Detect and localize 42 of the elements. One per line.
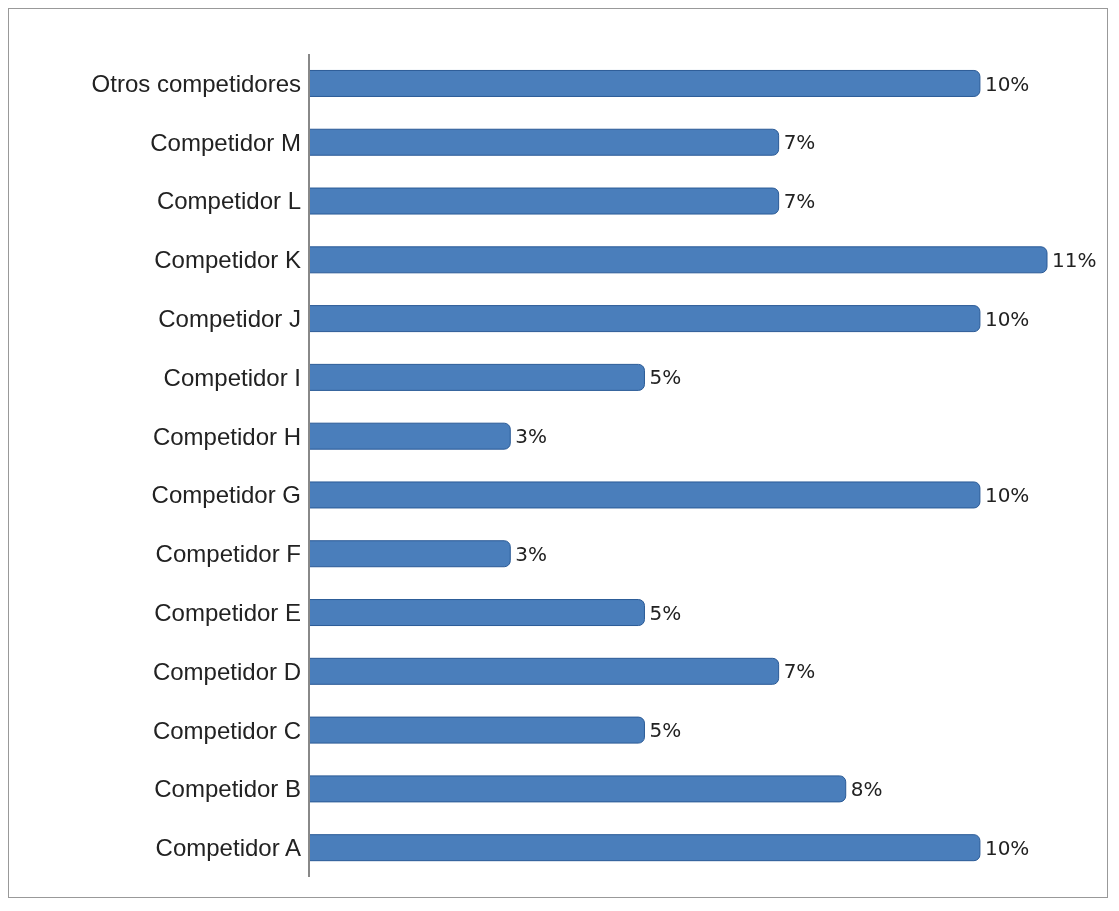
y-tick-label: Competidor C: [152, 716, 301, 744]
bar: [308, 187, 780, 215]
data-label: 3%: [515, 424, 548, 449]
bar: [308, 834, 981, 862]
bar: [308, 305, 981, 333]
bar: [308, 540, 511, 568]
bar: [308, 481, 981, 509]
data-label: 11%: [1052, 247, 1097, 272]
data-label: 10%: [984, 71, 1030, 96]
bar: [308, 363, 645, 391]
data-label: 10%: [984, 835, 1030, 860]
bar: [308, 69, 981, 97]
y-tick-label: Competidor B: [154, 775, 301, 803]
bar: [308, 716, 645, 744]
bar: [308, 657, 780, 685]
data-label: 5%: [649, 365, 682, 390]
bar: [308, 422, 511, 450]
y-tick-label: Competidor H: [152, 422, 301, 450]
data-label: 5%: [649, 718, 682, 743]
data-label: 7%: [783, 659, 816, 684]
y-tick-label: Competidor F: [155, 540, 301, 568]
y-tick-label: Competidor A: [155, 834, 301, 862]
data-label: 7%: [783, 189, 816, 214]
y-tick-label: Competidor M: [150, 128, 301, 156]
bar: [308, 599, 645, 627]
y-tick-label: Competidor E: [154, 598, 301, 626]
y-tick-label: Competidor D: [152, 657, 301, 685]
data-label: 7%: [783, 130, 816, 155]
bar: [308, 128, 780, 156]
bar: [308, 246, 1048, 274]
data-label: 10%: [984, 483, 1030, 508]
data-label: 5%: [649, 600, 682, 625]
y-tick-label: Competidor I: [163, 363, 301, 391]
y-tick-label: Competidor J: [158, 305, 301, 333]
y-tick-label: Otros competidores: [91, 69, 301, 97]
y-tick-label: Competidor K: [154, 246, 301, 274]
y-tick-label: Competidor L: [156, 187, 301, 215]
data-label: 3%: [515, 541, 548, 566]
bar: [308, 775, 847, 803]
y-tick-label: Competidor G: [151, 481, 301, 509]
data-label: 10%: [984, 306, 1030, 331]
data-label: 8%: [850, 776, 883, 801]
